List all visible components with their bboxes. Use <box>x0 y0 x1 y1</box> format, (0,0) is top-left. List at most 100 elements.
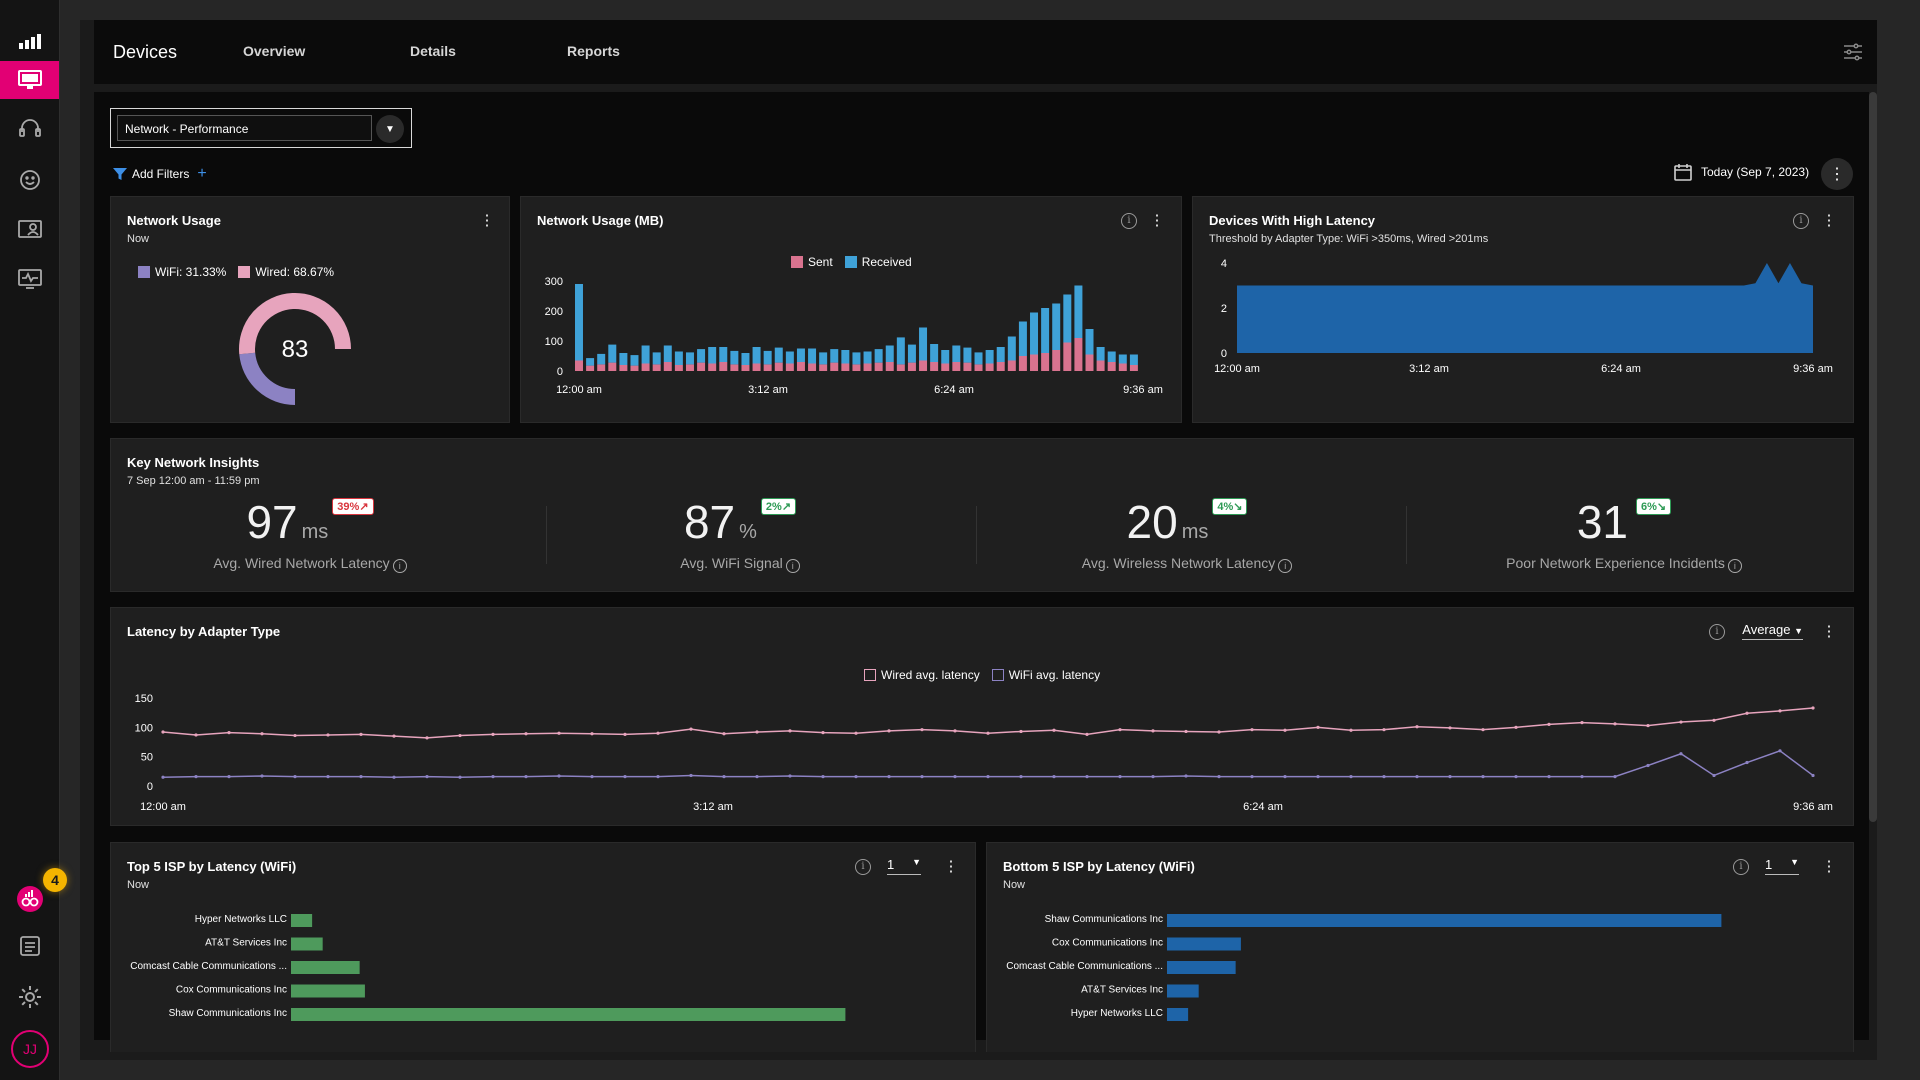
smiley-icon[interactable] <box>0 161 59 199</box>
info-icon[interactable]: i <box>1121 213 1137 229</box>
series-point <box>1085 775 1089 779</box>
legend-wifi: WiFi: 31.33% <box>138 265 226 279</box>
headset-icon[interactable] <box>0 110 59 148</box>
kpi-unit: ms <box>301 521 329 543</box>
bar-received <box>741 353 750 365</box>
aggregate-dropdown[interactable]: Average ▼ <box>1742 622 1803 640</box>
series-point <box>458 775 462 779</box>
monitor-icon[interactable] <box>0 61 59 99</box>
left-rail: 4 JJ <box>0 0 67 1080</box>
legend-wired: Wired: 68.67% <box>238 265 334 279</box>
category-label: Hyper Networks LLC <box>1071 1008 1163 1019</box>
info-icon[interactable]: i <box>1727 559 1742 573</box>
series-point <box>1217 730 1221 734</box>
bar-received <box>697 349 706 363</box>
bar-received <box>1052 303 1061 350</box>
bar-sent <box>841 363 850 371</box>
page-dropdown[interactable]: 1 ▼ <box>1765 857 1799 875</box>
series-point <box>623 775 627 779</box>
info-icon[interactable]: i <box>1278 559 1293 573</box>
kebab-icon[interactable]: ⋮ <box>479 212 495 229</box>
page-dropdown[interactable]: 1 ▼ <box>887 857 921 875</box>
avatar[interactable]: JJ <box>11 1030 49 1068</box>
series-point <box>1613 775 1617 779</box>
info-icon[interactable]: i <box>1709 624 1725 640</box>
kebab-icon[interactable]: ⋮ <box>1821 212 1837 229</box>
bar-sent <box>763 364 772 371</box>
info-icon[interactable]: i <box>392 559 407 573</box>
kpi-change-badge: 6%↘ <box>1636 498 1672 515</box>
sliders-icon[interactable] <box>1841 40 1865 64</box>
y-tick-label: 100 <box>135 722 153 734</box>
add-filters-button[interactable]: Add Filters + <box>112 165 207 183</box>
line-legend: Wired avg. latency WiFi avg. latency <box>864 668 1100 682</box>
series-point <box>260 732 264 736</box>
kpi-label: Poor Network Experience Incidents i <box>1409 555 1839 573</box>
bar-received <box>985 350 994 364</box>
series-point <box>293 733 297 738</box>
category-label: Cox Communications Inc <box>1052 938 1163 949</box>
top-isp-card: Top 5 ISP by Latency (WiFi) Now i 1 ▼ ⋮ … <box>110 842 976 1052</box>
bar-sent <box>730 364 739 371</box>
kpi-poor-experience: 31 6%↘ Poor Network Experience Incidents i <box>1409 495 1839 573</box>
kpi-wired-latency: 97 ms39%↗ Avg. Wired Network Latency i <box>95 495 525 573</box>
category-label: Shaw Communications Inc <box>1045 914 1163 925</box>
chevron-down-icon[interactable]: ▼ <box>376 115 404 143</box>
kpi-unit: % <box>739 521 757 543</box>
bar-sent <box>1129 365 1138 371</box>
bar-legend: Sent Received <box>791 255 912 269</box>
top-isp-bar-chart: Hyper Networks LLC AT&T Services Inc Comca… <box>130 914 846 1021</box>
bar-received <box>730 350 739 365</box>
page-kebab-icon[interactable]: ⋮ <box>1821 158 1853 190</box>
bar-received <box>830 349 839 363</box>
isp-bar <box>1167 984 1199 998</box>
gauge-wifi-segment <box>239 352 296 405</box>
user-card-icon[interactable] <box>0 210 59 248</box>
gear-icon[interactable] <box>0 978 59 1016</box>
isp-bar <box>291 984 365 998</box>
info-icon[interactable]: i <box>1733 859 1749 875</box>
date-range-picker[interactable]: Today (Sep 7, 2023) <box>1673 162 1809 182</box>
series-point <box>1679 720 1683 724</box>
bar-sent <box>919 360 928 371</box>
kebab-icon[interactable]: ⋮ <box>943 858 959 875</box>
notification-badge[interactable]: 4 <box>43 868 67 892</box>
bar-sent <box>830 362 839 371</box>
kpi-wireless-latency: 20 ms4%↘ Avg. Wireless Network Latency i <box>972 495 1402 573</box>
series-point <box>1316 775 1320 779</box>
signal-bars-icon[interactable] <box>0 22 59 60</box>
card-title: Network Usage <box>127 213 221 228</box>
apps-icon[interactable] <box>0 880 59 918</box>
dashboard-select-value[interactable]: Network - Performance <box>117 115 372 141</box>
bar-received <box>874 349 883 363</box>
series-point <box>1250 728 1254 732</box>
series-point <box>326 733 330 737</box>
bar-received <box>641 345 650 364</box>
info-icon[interactable]: i <box>855 859 871 875</box>
card-subtitle: Now <box>127 879 150 891</box>
series-point <box>1547 722 1551 726</box>
tab-reports[interactable]: Reports <box>567 43 620 59</box>
kpi-change-badge: 39%↗ <box>332 498 374 515</box>
list-icon[interactable] <box>0 927 59 965</box>
bar-received <box>963 347 972 363</box>
kebab-icon[interactable]: ⋮ <box>1149 212 1165 229</box>
series-point <box>1118 728 1122 732</box>
bar-sent <box>652 364 661 371</box>
info-icon[interactable]: i <box>1793 213 1809 229</box>
dashboard-select[interactable]: Network - Performance ▼ <box>110 108 412 148</box>
series-point <box>227 775 231 779</box>
kebab-icon[interactable]: ⋮ <box>1821 623 1837 640</box>
legend-received: Received <box>844 255 912 269</box>
pulse-monitor-icon[interactable] <box>0 260 59 298</box>
info-icon[interactable]: i <box>785 559 800 573</box>
scrollbar[interactable] <box>1869 92 1877 822</box>
legend-sent: Sent <box>791 255 833 269</box>
series-point <box>557 774 561 778</box>
bar-sent <box>1118 363 1127 371</box>
tab-details[interactable]: Details <box>410 43 456 59</box>
bar-received <box>652 352 661 365</box>
kebab-icon[interactable]: ⋮ <box>1821 858 1837 875</box>
series-point <box>1679 752 1683 756</box>
tab-overview[interactable]: Overview <box>243 43 306 59</box>
